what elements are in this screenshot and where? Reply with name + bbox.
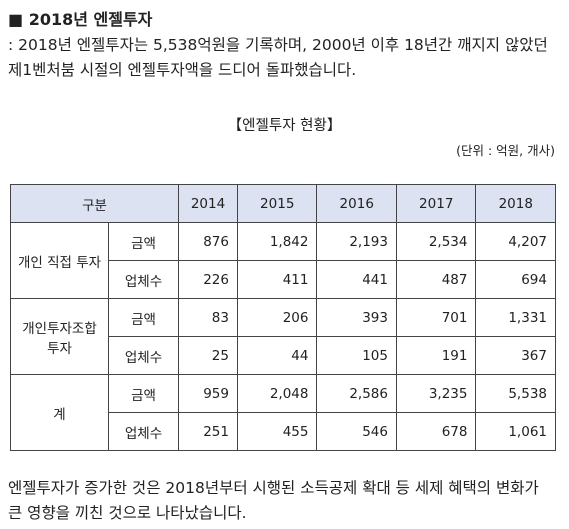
value-cell: 441 xyxy=(316,260,397,299)
table-row: 계 금액 959 2,048 2,586 3,235 5,538 xyxy=(10,374,556,451)
value-cell: 411 xyxy=(236,260,318,299)
row-label: 금액 xyxy=(108,374,179,413)
row-label: 업체수 xyxy=(108,412,179,451)
value-cell: 367 xyxy=(475,336,556,375)
header-cell: 2018 xyxy=(475,184,556,223)
intro: : 2018년 엔젤투자는 5,538억원을 기록하며, 2000년 이후 18… xyxy=(8,33,548,83)
value-cell: 876 xyxy=(178,222,238,261)
row-label: 업체수 xyxy=(108,260,179,299)
group-label: 개인 직접 투자 xyxy=(10,222,109,299)
value-cell: 44 xyxy=(236,336,318,375)
row-label: 업체수 xyxy=(108,336,179,375)
row-label: 금액 xyxy=(108,298,179,337)
value-cell: 206 xyxy=(236,298,318,337)
table-row: 개인투자조합 투자 금액 83 206 393 701 1,331 xyxy=(10,298,556,375)
conclusion: 엔젤투자가 증가한 것은 2018년부터 시행된 소득공제 확대 등 세제 혜택… xyxy=(8,476,539,526)
header-cell: 2016 xyxy=(316,184,397,223)
value-cell: 701 xyxy=(395,298,477,337)
value-cell: 959 xyxy=(178,374,238,413)
heading: ■ 2018년 엔젤투자 xyxy=(8,10,153,29)
value-cell: 2,534 xyxy=(395,222,477,261)
value-cell: 191 xyxy=(395,336,477,375)
group-label: 계 xyxy=(10,374,109,451)
value-cell: 1,331 xyxy=(475,298,556,337)
table-unit: (단위 : 억원, 개사) xyxy=(456,143,555,158)
value-cell: 226 xyxy=(178,260,238,299)
header-cell: 2014 xyxy=(178,184,238,223)
value-cell: 5,538 xyxy=(475,374,556,413)
value-cell: 455 xyxy=(236,412,318,451)
row-label: 금액 xyxy=(108,222,179,261)
value-cell: 678 xyxy=(395,412,477,451)
value-cell: 83 xyxy=(178,298,238,337)
header-cell: 구분 xyxy=(10,184,179,223)
group-label: 개인투자조합 투자 xyxy=(10,298,109,375)
data-table: 구분 2014 2015 2016 2017 2018 개인 직접 투자 금액 876 1,842… xyxy=(10,184,556,451)
header-cell: 2017 xyxy=(395,184,477,223)
table-row: 업체수 251 455 546 678 1,061 xyxy=(11,412,556,451)
value-cell: 1,842 xyxy=(236,222,318,261)
intro-line: 제1벤처붐 시절의 엔젤투자액을 드디어 돌파했습니다. xyxy=(8,61,357,79)
header-row: 구분 2014 2015 2016 2017 2018 xyxy=(10,184,556,223)
value-cell: 1,061 xyxy=(475,412,556,451)
value-cell: 487 xyxy=(395,260,477,299)
value-cell: 2,586 xyxy=(316,374,397,413)
value-cell: 2,048 xyxy=(236,374,318,413)
table-row: 업체수 25 44 105 191 367 xyxy=(11,336,556,375)
value-cell: 393 xyxy=(316,298,397,337)
intro-line: : 2018년 엔젤투자는 5,538억원을 기록하며, 2000년 이후 18… xyxy=(8,36,548,54)
value-cell: 105 xyxy=(316,336,397,375)
table-row: 업체수 226 411 441 487 694 xyxy=(11,260,556,299)
conclusion-line: 큰 영향을 끼친 것으로 나타났습니다. xyxy=(8,504,247,522)
value-cell: 546 xyxy=(316,412,397,451)
value-cell: 25 xyxy=(178,336,238,375)
table-title: 【엔젤투자 현황】 xyxy=(227,118,342,134)
value-cell: 251 xyxy=(178,412,238,451)
value-cell: 2,193 xyxy=(316,222,397,261)
conclusion-line: 엔젤투자가 증가한 것은 2018년부터 시행된 소득공제 확대 등 세제 혜택… xyxy=(8,479,539,497)
table-row: 개인 직접 투자 금액 876 1,842 2,193 2,534 4,207 xyxy=(10,222,556,299)
header-cell: 2015 xyxy=(236,184,318,223)
value-cell: 694 xyxy=(475,260,556,299)
value-cell: 4,207 xyxy=(475,222,556,261)
value-cell: 3,235 xyxy=(395,374,477,413)
